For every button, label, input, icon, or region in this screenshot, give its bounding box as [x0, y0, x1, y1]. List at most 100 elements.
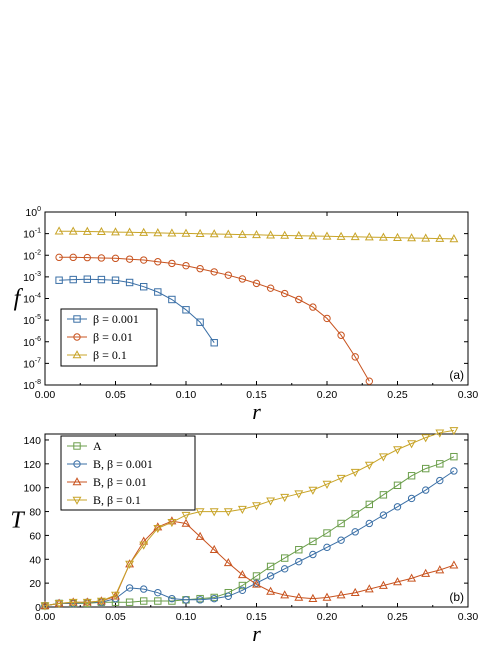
data-point: [252, 279, 261, 288]
legend-label: β = 0.1: [93, 348, 127, 362]
data-point: [125, 598, 134, 606]
legend-marker: [73, 460, 81, 468]
data-point: [393, 577, 402, 586]
data-point: [281, 554, 289, 562]
x-tick-label: 0.15: [246, 611, 267, 623]
x-tick-label: 0.05: [105, 389, 126, 401]
data-point: [407, 233, 417, 242]
x-tick-label: 0.00: [35, 389, 56, 401]
data-point: [280, 230, 290, 239]
x-tick-label: 0.30: [458, 389, 479, 401]
y-tick-label: 10-3: [23, 271, 41, 284]
data-point: [237, 569, 247, 579]
data-point: [393, 446, 402, 455]
data-point: [266, 230, 276, 239]
data-point: [69, 275, 77, 284]
data-point: [407, 440, 417, 449]
series-0: [55, 275, 218, 347]
data-point: [83, 253, 92, 262]
data-point: [223, 229, 233, 238]
data-point: [238, 581, 247, 590]
legend-label: β = 0.001: [93, 312, 139, 326]
x-tick-label: 0.05: [105, 611, 126, 623]
legend-label: B, β = 0.1: [93, 493, 141, 507]
y-tick-label: 10-2: [23, 249, 41, 262]
data-point: [140, 256, 148, 264]
series-3: [40, 427, 459, 611]
data-point: [308, 231, 318, 240]
data-point: [281, 289, 289, 298]
data-point: [181, 511, 191, 520]
data-point: [351, 353, 359, 361]
data-point: [97, 275, 106, 284]
data-point: [252, 229, 261, 239]
series-line: [59, 230, 454, 240]
data-point: [350, 587, 360, 596]
data-point: [364, 584, 374, 593]
data-point: [237, 229, 247, 238]
data-point: [82, 598, 92, 608]
data-point: [40, 602, 50, 611]
x-axis-title: r: [252, 399, 261, 424]
legend-label: B, β = 0.001: [93, 457, 153, 471]
data-point: [181, 228, 191, 237]
data-point: [350, 468, 360, 478]
legend-marker: [72, 496, 82, 505]
data-point: [168, 295, 176, 304]
data-point: [365, 519, 373, 528]
data-point: [436, 460, 444, 468]
y-tick-label: 10-5: [23, 314, 41, 327]
legend-marker: [72, 350, 82, 359]
data-point: [55, 276, 63, 284]
data-point: [97, 254, 106, 262]
data-point: [83, 275, 91, 283]
data-point: [421, 233, 431, 242]
x-tick-label: 0.20: [317, 611, 338, 623]
data-point: [294, 592, 304, 601]
data-point: [364, 461, 374, 470]
panel-b: 0.00 0.05 0.10 0.15 0.20 0.25 0.30 0 20 40 60 80 100…: [10, 427, 478, 645]
data-point: [195, 531, 205, 540]
y-tick-label: 10-7: [23, 357, 41, 370]
data-point: [210, 594, 218, 603]
data-point: [224, 592, 233, 600]
data-point: [154, 588, 162, 597]
data-point: [337, 519, 345, 528]
data-point: [337, 331, 345, 339]
data-point: [421, 434, 431, 443]
series-2: [54, 226, 459, 243]
data-point: [364, 232, 374, 241]
legend-item: β = 0.01: [67, 330, 133, 344]
legend-box: [60, 435, 196, 511]
data-point: [196, 318, 204, 326]
legend-label: β = 0.01: [93, 330, 133, 344]
data-point: [322, 592, 332, 601]
data-point: [209, 544, 219, 554]
data-point: [82, 226, 92, 235]
data-point: [125, 278, 134, 287]
data-point: [322, 480, 332, 489]
data-point: [140, 585, 148, 593]
data-point: [336, 590, 346, 599]
data-point: [294, 490, 304, 499]
data-point: [280, 590, 290, 599]
data-point: [68, 226, 78, 235]
data-point: [308, 593, 318, 602]
data-point: [266, 586, 276, 595]
data-point: [153, 228, 163, 237]
data-point: [266, 284, 275, 292]
panel-tag: (a): [449, 368, 464, 382]
data-point: [196, 264, 204, 273]
data-point: [449, 427, 459, 436]
legend-marker: [73, 442, 81, 450]
data-point: [54, 600, 64, 609]
data-point: [125, 584, 134, 592]
data-point: [168, 597, 176, 605]
data-point: [449, 234, 459, 243]
y-axis-title: f: [14, 286, 24, 312]
legend-marker: [73, 333, 81, 341]
data-point: [238, 275, 247, 283]
data-point: [111, 591, 120, 600]
data-point: [125, 227, 135, 236]
